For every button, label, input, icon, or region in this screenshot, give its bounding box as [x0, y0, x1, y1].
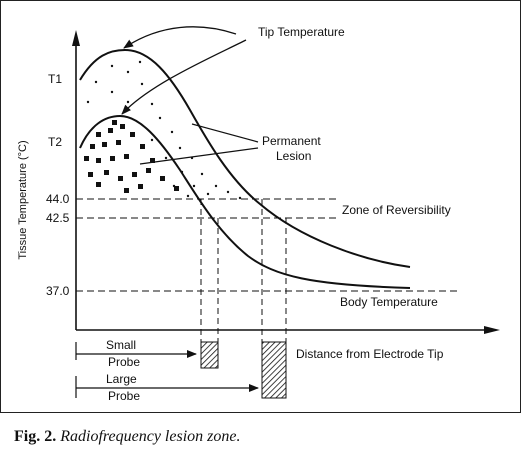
y-tick-t1: T1 — [48, 72, 62, 86]
lesion-pointer-lower — [139, 147, 259, 165]
x-axis-arrowhead — [484, 326, 500, 334]
y-tick-37: 37.0 — [46, 284, 70, 298]
y-tick-44: 44.0 — [46, 192, 70, 206]
small-probe-lesion-box — [200, 341, 219, 369]
small-probe-curve — [79, 114, 411, 289]
large-probe-lesion-box — [261, 341, 287, 399]
zone-of-reversibility-label: Zone of Reversibility — [342, 203, 451, 217]
large-probe-label: Probe — [108, 389, 140, 403]
figure-number: Fig. 2. — [14, 428, 57, 445]
large-probe-curve — [79, 48, 411, 268]
figure-caption-text: Radiofrequency lesion zone. — [60, 428, 241, 445]
lesion-zone-diagram: Tissue Temperature (°C) T1 T2 44.0 42.5 … — [17, 25, 500, 403]
large-lesion-stipple — [86, 60, 242, 200]
small-probe-label: Probe — [108, 355, 140, 369]
permanent-label: Permanent — [262, 134, 321, 148]
body-temperature-label: Body Temperature — [340, 295, 438, 309]
lesion-pointer-upper — [191, 123, 259, 143]
figure-caption: Fig. 2. Radiofrequency lesion zone. — [14, 428, 240, 446]
tip-temperature-label: Tip Temperature — [258, 25, 345, 39]
figure-frame — [0, 0, 521, 413]
tip-temperature-arrow-large — [123, 26, 237, 49]
y-axis-label: Tissue Temperature (°C) — [17, 140, 29, 259]
y-tick-t2: T2 — [48, 135, 62, 149]
tip-temperature-arrow-small — [121, 39, 247, 115]
y-axis-arrowhead — [72, 30, 80, 46]
small-lesion-squares — [84, 120, 179, 193]
large-label: Large — [106, 372, 137, 386]
small-label: Small — [106, 338, 136, 352]
lesion-label: Lesion — [276, 149, 311, 163]
distance-label: Distance from Electrode Tip — [296, 347, 444, 361]
y-tick-42-5: 42.5 — [46, 211, 70, 225]
